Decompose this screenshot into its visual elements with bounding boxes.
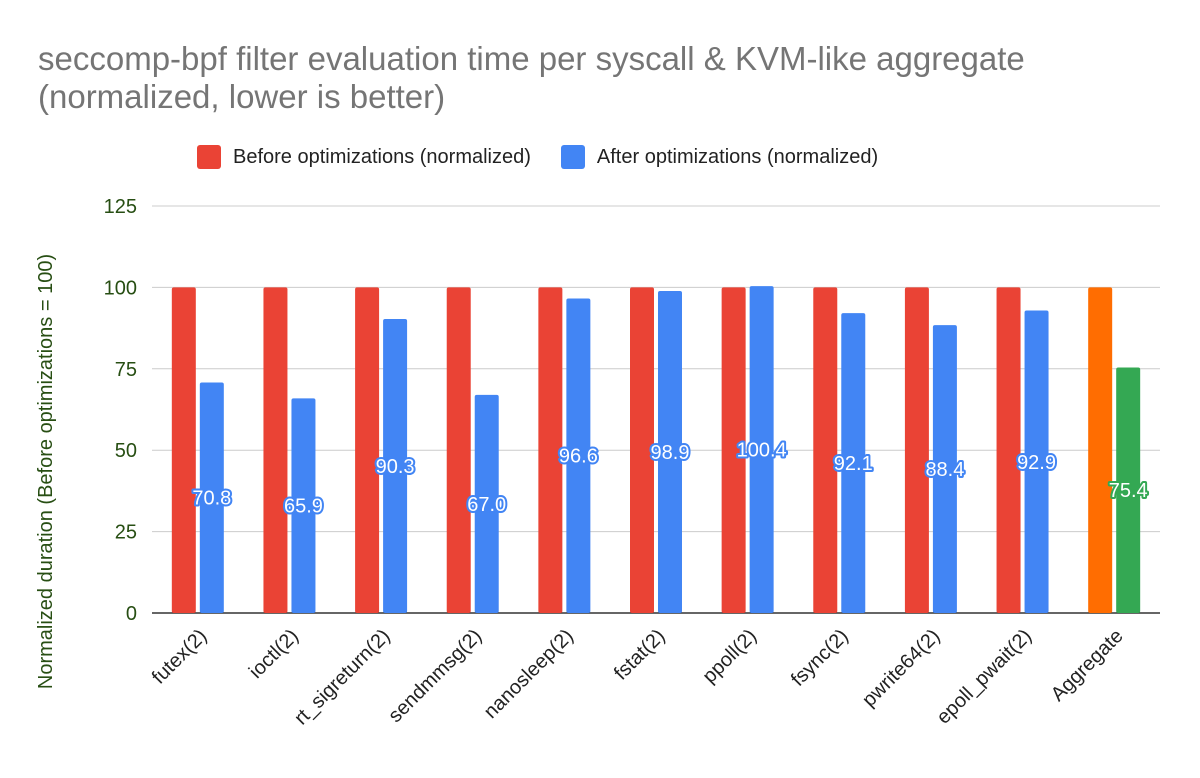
x-tick-label-7: fsync(2) [787, 625, 853, 691]
y-tick-label: 0 [126, 603, 137, 625]
bar-after-data-label-10: 75.4 [1109, 480, 1148, 502]
bar-after-data-label-2: 90.3 [376, 456, 415, 478]
bar-before-2 [355, 287, 380, 613]
bar-after-data-label-7: 92.1 [834, 453, 873, 475]
bar-after-data-label-8: 88.4 [925, 459, 964, 481]
bar-after-4 [566, 298, 591, 613]
legend-item-after[interactable]: After optimizations (normalized) [560, 145, 879, 169]
bar-after-data-label-0: 70.8 [192, 488, 231, 510]
y-tick-label: 25 [115, 522, 137, 544]
bar-before-0 [171, 287, 196, 613]
bar-after-9 [1024, 310, 1049, 613]
bar-after-data-label-3: 67.0 [467, 494, 506, 516]
x-tick-label-10: Aggregate [1047, 625, 1128, 706]
bar-before-4 [538, 287, 563, 613]
bar-after-5 [658, 290, 682, 613]
bar-after-3 [474, 394, 499, 613]
bar-after-data-label-5: 98.9 [651, 442, 690, 464]
bar-after-10 [1116, 367, 1141, 613]
bar-after-0 [199, 382, 224, 613]
x-tick-label-0: futex(2) [148, 625, 212, 689]
x-tick-label-4: nanosleep(2) [480, 625, 578, 723]
bar-after-7 [841, 313, 866, 613]
bar-before-1 [263, 287, 288, 613]
bar-after-1 [291, 398, 316, 613]
legend-label-before: Before optimizations (normalized) [233, 145, 531, 168]
legend-item-before[interactable]: Before optimizations (normalized) [197, 145, 531, 169]
y-tick-label: 50 [115, 440, 137, 462]
chart-title: seccomp-bpf filter evaluation time per s… [38, 40, 1025, 115]
x-tick-label-3: sendmmsg(2) [384, 625, 486, 727]
bar-after-data-label-6: 100.4 [737, 440, 787, 462]
y-tick-label: 125 [104, 196, 137, 218]
x-tick-label-2: rt_sigreturn(2) [290, 625, 394, 729]
x-tick-label-8: pwrite64(2) [858, 625, 944, 711]
bar-before-8 [904, 287, 929, 613]
bar-after-data-label-9: 92.9 [1017, 452, 1056, 474]
bar-before-6 [721, 287, 746, 613]
x-tick-label-5: fstat(2) [610, 625, 670, 685]
legend-label-after: After optimizations (normalized) [596, 145, 879, 168]
bar-after-data-label-1: 65.9 [284, 496, 323, 518]
bar-after-6 [749, 286, 774, 613]
legend-swatch-before [197, 145, 221, 169]
x-tick-label-9: epoll_pwait(2) [932, 625, 1036, 729]
bar-before-7 [813, 287, 838, 613]
legend-swatch-after [560, 145, 585, 169]
chart-legend: Before optimizations (normalized) After … [197, 143, 908, 171]
y-tick-label: 100 [104, 277, 137, 299]
bar-before-5 [630, 287, 654, 613]
bar-after-8 [932, 325, 957, 613]
y-tick-label: 75 [115, 359, 137, 381]
bar-before-9 [996, 287, 1021, 613]
x-tick-label-1: ioctl(2) [245, 625, 303, 683]
x-tick-label-6: ppoll(2) [698, 625, 761, 688]
bar-after-data-label-4: 96.6 [559, 446, 598, 468]
bar-before-10 [1088, 287, 1113, 613]
y-axis-label: Normalized duration (Before optimization… [35, 254, 57, 689]
bar-before-3 [446, 287, 471, 613]
bar-after-2 [383, 318, 408, 613]
